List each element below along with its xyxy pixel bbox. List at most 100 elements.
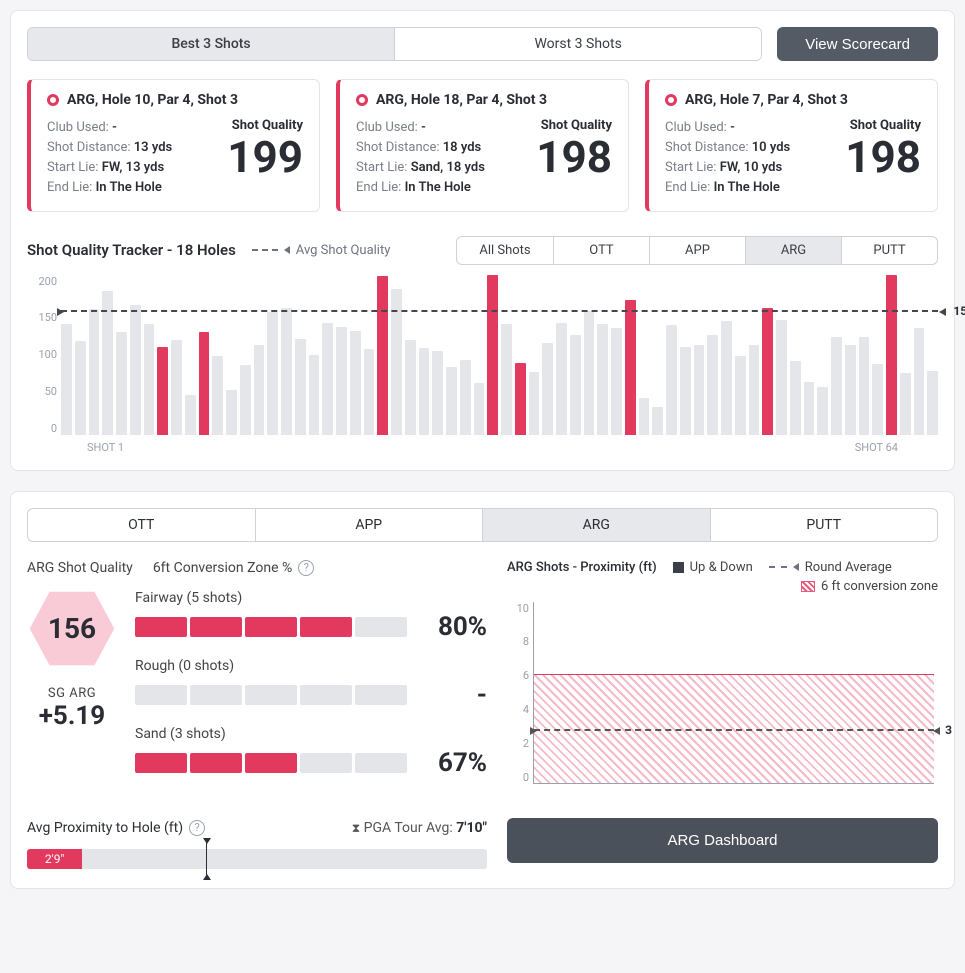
tracker-bar[interactable] — [89, 309, 100, 435]
tracker-bar[interactable] — [872, 364, 883, 434]
tracker-bar[interactable] — [570, 335, 581, 434]
tracker-bar[interactable] — [542, 343, 553, 435]
conversion-segbar — [135, 753, 407, 773]
tracker-bar[interactable] — [845, 345, 856, 435]
tracker-bar[interactable] — [212, 356, 223, 434]
tracker-bar[interactable] — [776, 320, 787, 434]
tracker-bar[interactable] — [790, 361, 801, 435]
conversion-segbar — [135, 685, 407, 705]
tracker-bar[interactable] — [322, 323, 333, 435]
tracker-bar[interactable] — [762, 308, 773, 434]
tracker-bar[interactable] — [666, 325, 677, 435]
tracker-bar[interactable] — [680, 347, 691, 435]
bottom-tab-putt[interactable]: PUTT — [710, 509, 938, 541]
tracker-bar[interactable] — [350, 331, 361, 435]
conversion-row-label: Fairway (5 shots) — [135, 590, 487, 606]
sg-label: SG ARG — [27, 686, 117, 701]
tracker-bar[interactable] — [432, 351, 443, 435]
filter-tab-putt[interactable]: PUTT — [841, 237, 937, 264]
tracker-bar[interactable] — [199, 332, 210, 434]
tab-worst-shots[interactable]: Worst 3 Shots — [394, 28, 761, 60]
shots-tabbar: Best 3 Shots Worst 3 Shots View Scorecar… — [27, 27, 938, 61]
bottom-tab-ott[interactable]: OTT — [28, 509, 255, 541]
tracker-bar[interactable] — [281, 308, 292, 434]
tracker-bar[interactable] — [336, 327, 347, 434]
arg-sq-title: ARG Shot Quality — [27, 560, 133, 576]
tracker-bar[interactable] — [804, 382, 815, 435]
tracker-bar[interactable] — [157, 347, 168, 435]
tab-best-shots[interactable]: Best 3 Shots — [28, 28, 394, 60]
tracker-bar[interactable] — [515, 363, 526, 435]
bottom-tab-app[interactable]: APP — [255, 509, 483, 541]
tracker-bar[interactable] — [625, 300, 636, 434]
tracker-bar[interactable] — [597, 324, 608, 434]
tracker-bar[interactable] — [267, 312, 278, 434]
tracker-bar[interactable] — [611, 328, 622, 434]
filter-tab-ott[interactable]: OTT — [553, 237, 649, 264]
tracker-bar[interactable] — [721, 321, 732, 435]
tracker-bar[interactable] — [240, 365, 251, 435]
tracker-bar[interactable] — [185, 395, 196, 434]
tracker-bar[interactable] — [254, 345, 265, 435]
filter-tab-app[interactable]: APP — [649, 237, 745, 264]
tracker-bar[interactable] — [61, 324, 72, 434]
bottom-tab-arg[interactable]: ARG — [482, 509, 710, 541]
proximity-chart: 1086420 3 — [507, 602, 938, 802]
shot-card[interactable]: ARG, Hole 7, Par 4, Shot 3 Club Used: - … — [645, 79, 938, 212]
tracker-bar[interactable] — [144, 324, 155, 434]
tracker-bar[interactable] — [487, 275, 498, 435]
tracker-bar[interactable] — [405, 340, 416, 434]
tracker-bar[interactable] — [831, 337, 842, 435]
avg-proximity-label: Avg Proximity to Hole (ft) — [27, 820, 183, 836]
avg-proximity-block: Avg Proximity to Hole (ft) ? ⧗ PGA Tour … — [27, 820, 487, 872]
proximity-fill: 2'9" — [27, 849, 82, 869]
shot-card-title: ARG, Hole 18, Par 4, Shot 3 — [376, 92, 547, 108]
tracker-bar[interactable] — [446, 367, 457, 435]
proximity-value: 2'9" — [45, 852, 64, 866]
tracker-bar[interactable] — [529, 372, 540, 434]
tracker-bar[interactable] — [474, 383, 485, 435]
tracker-bar[interactable] — [226, 390, 237, 435]
view-scorecard-button[interactable]: View Scorecard — [777, 27, 938, 61]
arg-dashboard-button[interactable]: ARG Dashboard — [507, 818, 938, 863]
tracker-bar[interactable] — [914, 328, 925, 434]
help-icon[interactable]: ? — [189, 820, 205, 836]
tracker-bar[interactable] — [102, 291, 113, 434]
tracker-bar[interactable] — [75, 341, 86, 435]
conversion-rows: Fairway (5 shots) 80% Rough (0 shots) - … — [135, 590, 487, 794]
tracker-bar[interactable] — [735, 356, 746, 434]
tracker-bar[interactable] — [130, 305, 141, 435]
tracker-bar[interactable] — [694, 345, 705, 435]
filter-tab-arg[interactable]: ARG — [745, 237, 841, 264]
tracker-title: Shot Quality Tracker - 18 Holes — [27, 241, 236, 259]
tracker-bar[interactable] — [927, 371, 938, 435]
tracker-bar[interactable] — [501, 324, 512, 434]
tracker-bar[interactable] — [639, 398, 650, 435]
shot-card[interactable]: ARG, Hole 18, Par 4, Shot 3 Club Used: -… — [336, 79, 629, 212]
help-icon[interactable]: ? — [298, 560, 314, 576]
tracker-bar[interactable] — [900, 373, 911, 435]
filter-tab-all-shots[interactable]: All Shots — [457, 237, 553, 264]
tracker-bar[interactable] — [859, 337, 870, 435]
tracker-bar[interactable] — [556, 323, 567, 435]
shot-facts: Club Used: - Shot Distance: 13 yds Start… — [47, 118, 217, 199]
tracker-bar[interactable] — [364, 349, 375, 435]
tracker-bar[interactable] — [886, 275, 897, 435]
shot-card[interactable]: ARG, Hole 10, Par 4, Shot 3 Club Used: -… — [27, 79, 320, 212]
hexagon-score: 156 — [27, 590, 117, 668]
tracker-bar[interactable] — [817, 387, 828, 435]
tracker-bar[interactable] — [707, 335, 718, 434]
tracker-y-axis: 200150100500 — [27, 275, 61, 435]
tracker-bar[interactable] — [652, 407, 663, 435]
tracker-bar[interactable] — [749, 345, 760, 435]
pga-label: PGA Tour Avg: — [364, 820, 453, 836]
tracker-bar[interactable] — [116, 332, 127, 434]
tracker-bar[interactable] — [460, 360, 471, 434]
tracker-bar[interactable] — [584, 311, 595, 435]
tracker-bar[interactable] — [377, 276, 388, 434]
ring-icon — [665, 94, 677, 106]
tracker-bar[interactable] — [419, 348, 430, 434]
tracker-bar[interactable] — [171, 340, 182, 434]
tracker-bar[interactable] — [309, 355, 320, 435]
tracker-bar[interactable] — [295, 339, 306, 434]
